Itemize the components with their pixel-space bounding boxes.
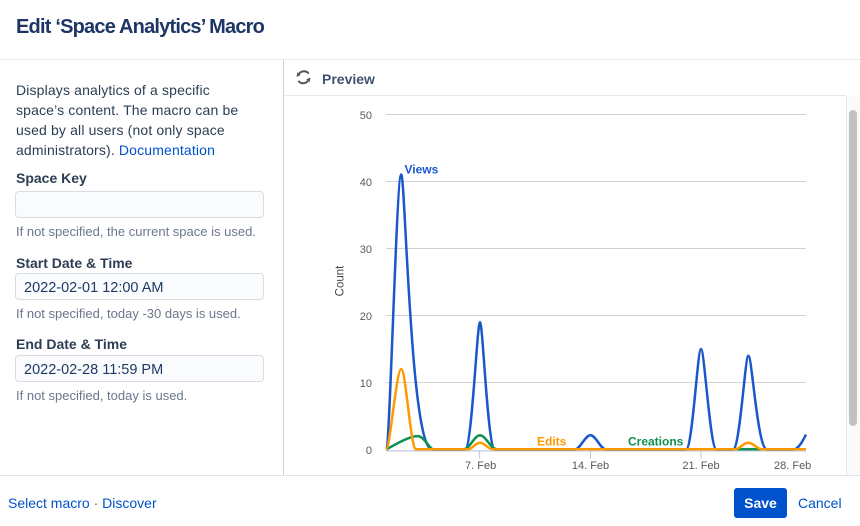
svg-text:50: 50 xyxy=(360,110,372,122)
svg-text:Creations: Creations xyxy=(628,434,684,448)
svg-text:Count: Count xyxy=(335,265,347,296)
svg-text:10: 10 xyxy=(360,378,372,390)
svg-text:28. Feb: 28. Feb xyxy=(774,460,811,472)
svg-text:40: 40 xyxy=(360,177,372,189)
svg-text:14. Feb: 14. Feb xyxy=(572,460,609,472)
svg-text:20: 20 xyxy=(360,311,372,323)
svg-text:0: 0 xyxy=(366,445,372,457)
svg-text:30: 30 xyxy=(360,244,372,256)
svg-text:21. Feb: 21. Feb xyxy=(682,460,719,472)
svg-text:Edits: Edits xyxy=(537,434,567,448)
svg-text:Views: Views xyxy=(405,163,439,177)
svg-text:7. Feb: 7. Feb xyxy=(465,460,496,472)
